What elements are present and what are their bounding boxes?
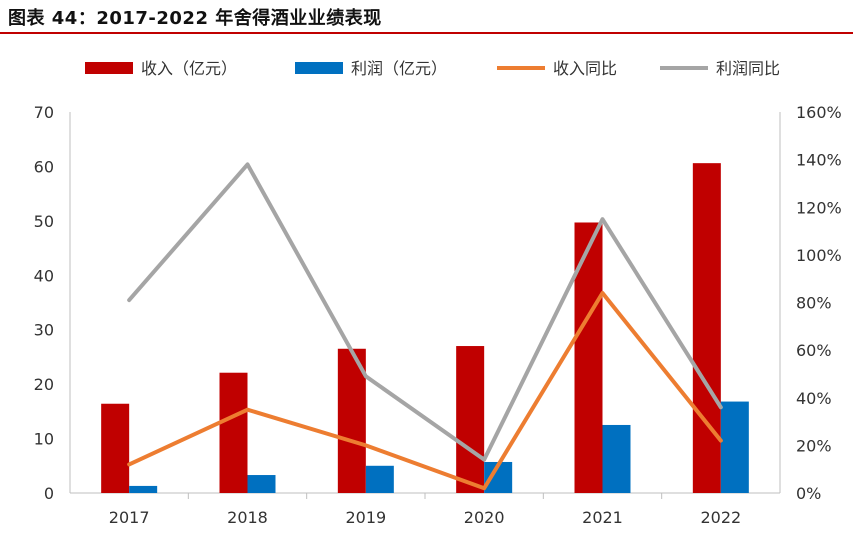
y-left-tick-label: 10 [34, 430, 54, 449]
y-right-tick-label: 100% [796, 246, 842, 265]
profit-bar [129, 485, 158, 493]
y-left-tick-label: 70 [34, 103, 54, 122]
y-right-tick-label: 20% [796, 436, 832, 455]
y-right-tick-label: 80% [796, 294, 832, 313]
y-left-tick-label: 0 [44, 484, 54, 503]
chart-title: 图表 44：2017-2022 年舍得酒业业绩表现 [8, 8, 382, 29]
y-left-tick-label: 20 [34, 375, 54, 394]
legend-profit-swatch [295, 62, 343, 74]
y-right-tick-label: 40% [796, 389, 832, 408]
y-left-tick-label: 30 [34, 321, 54, 340]
x-tick-label: 2017 [109, 508, 150, 527]
revenue-bar [337, 348, 366, 493]
profit-bar [602, 424, 631, 493]
revenue-bar [456, 346, 485, 493]
revenue-bar [692, 163, 721, 494]
title-underline [0, 32, 853, 34]
x-tick-label: 2021 [582, 508, 623, 527]
legend-revenue-label: 收入（亿元） [141, 59, 237, 78]
profit-bar [247, 475, 276, 493]
revenue-bar [219, 372, 248, 493]
revenue-bar [101, 403, 130, 493]
y-right-tick-label: 120% [796, 198, 842, 217]
y-right-tick-label: 140% [796, 151, 842, 170]
legend-revenue-swatch [85, 62, 133, 74]
y-left-tick-label: 50 [34, 212, 54, 231]
y-right-tick-label: 60% [796, 341, 832, 360]
x-tick-label: 2020 [464, 508, 505, 527]
revenue-yoy-line [127, 290, 723, 491]
y-right-tick-label: 160% [796, 103, 842, 122]
profit-bar [720, 401, 749, 493]
profit-bar [365, 465, 394, 493]
legend-profit-yoy-label: 利润同比 [716, 59, 780, 78]
y-right-tick-label: 0% [796, 484, 821, 503]
x-tick-label: 2018 [227, 508, 268, 527]
legend-revenue-yoy-label: 收入同比 [553, 59, 617, 78]
y-left-tick-label: 40 [34, 266, 54, 285]
y-left-tick-label: 60 [34, 157, 54, 176]
x-tick-label: 2022 [700, 508, 741, 527]
x-tick-label: 2019 [345, 508, 386, 527]
profit-yoy-line [127, 162, 723, 462]
legend-profit-label: 利润（亿元） [351, 59, 447, 78]
